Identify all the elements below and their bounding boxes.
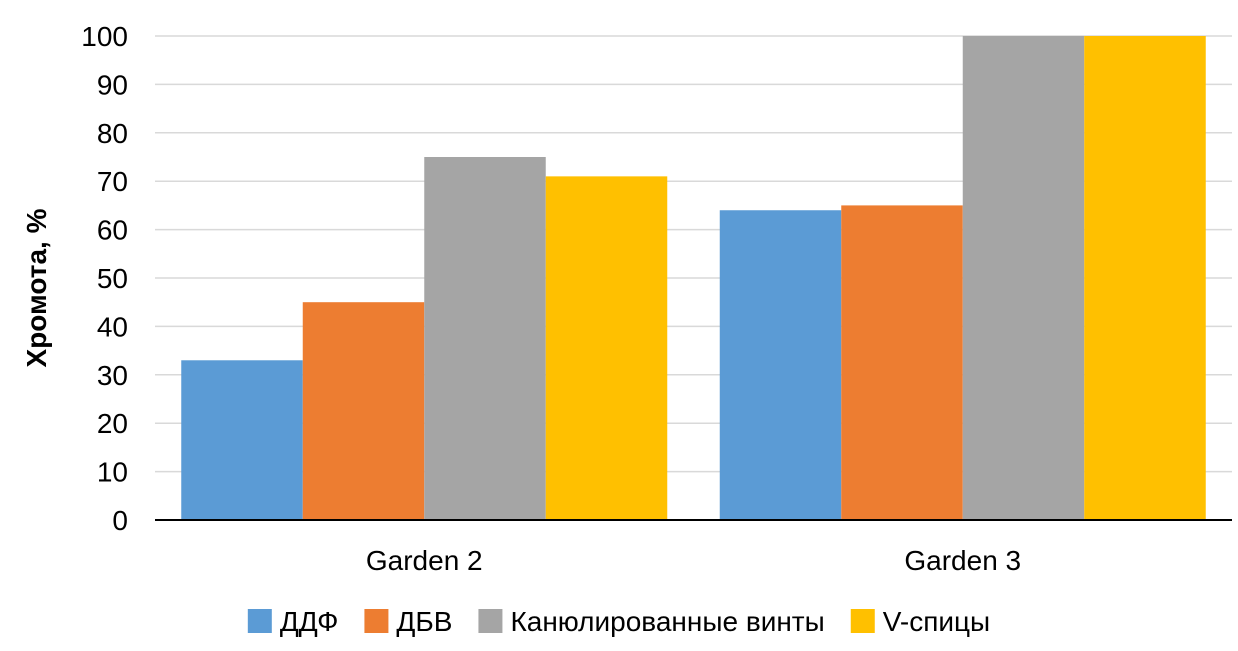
y-tick-label: 30 bbox=[97, 360, 128, 391]
y-tick-label: 90 bbox=[97, 69, 128, 100]
bar bbox=[302, 302, 425, 520]
y-tick-label: 40 bbox=[97, 311, 128, 342]
x-category-label: Garden 2 bbox=[366, 545, 483, 576]
legend-swatch bbox=[850, 609, 875, 633]
bar bbox=[545, 176, 668, 521]
legend-label: ДДФ bbox=[280, 606, 339, 637]
legend-item: Канюлированные винты bbox=[478, 606, 825, 637]
legend-swatch bbox=[364, 609, 389, 633]
legend-label: ДБВ bbox=[396, 606, 452, 637]
y-tick-label: 80 bbox=[97, 118, 128, 149]
bar bbox=[1084, 36, 1206, 520]
legend-swatch bbox=[247, 609, 272, 633]
legend-item: ДДФ bbox=[247, 606, 339, 637]
legend-swatch bbox=[478, 609, 503, 633]
bars bbox=[181, 36, 1206, 521]
bar bbox=[424, 157, 546, 520]
legend: ДДФ ДБВ Канюлированные винты V-спицы bbox=[247, 606, 990, 637]
y-tick-label: 10 bbox=[97, 457, 128, 488]
legend-label: Канюлированные винты bbox=[510, 606, 824, 637]
legend-item: ДБВ bbox=[364, 606, 452, 637]
bar bbox=[719, 210, 842, 521]
legend-label: V-спицы bbox=[883, 606, 990, 637]
y-tick-label: 100 bbox=[81, 21, 128, 52]
y-tick-label: 60 bbox=[97, 215, 128, 246]
x-category-label: Garden 3 bbox=[904, 545, 1021, 576]
bar bbox=[841, 205, 963, 520]
bar bbox=[962, 36, 1085, 520]
y-axis-ticks: 0 10 20 30 40 50 60 70 80 90 100 bbox=[81, 21, 128, 536]
y-tick-label: 70 bbox=[97, 166, 128, 197]
legend-item: V-спицы bbox=[850, 606, 990, 637]
y-tick-label: 50 bbox=[97, 263, 128, 294]
y-tick-label: 20 bbox=[97, 408, 128, 439]
y-axis-label: Хромота, % bbox=[21, 208, 52, 367]
y-tick-label: 0 bbox=[112, 505, 128, 536]
x-axis-category-labels: Garden 2 Garden 3 bbox=[366, 545, 1021, 576]
bar bbox=[181, 360, 303, 520]
